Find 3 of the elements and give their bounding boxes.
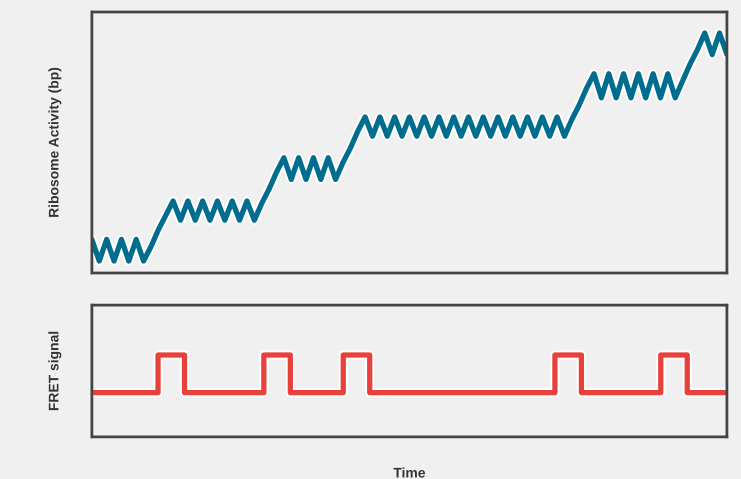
y-axis-title: FRET signal bbox=[48, 332, 62, 410]
y-axis-title: Ribosome Activity (bp) bbox=[48, 68, 62, 217]
x-axis-title: Time bbox=[393, 467, 426, 478]
